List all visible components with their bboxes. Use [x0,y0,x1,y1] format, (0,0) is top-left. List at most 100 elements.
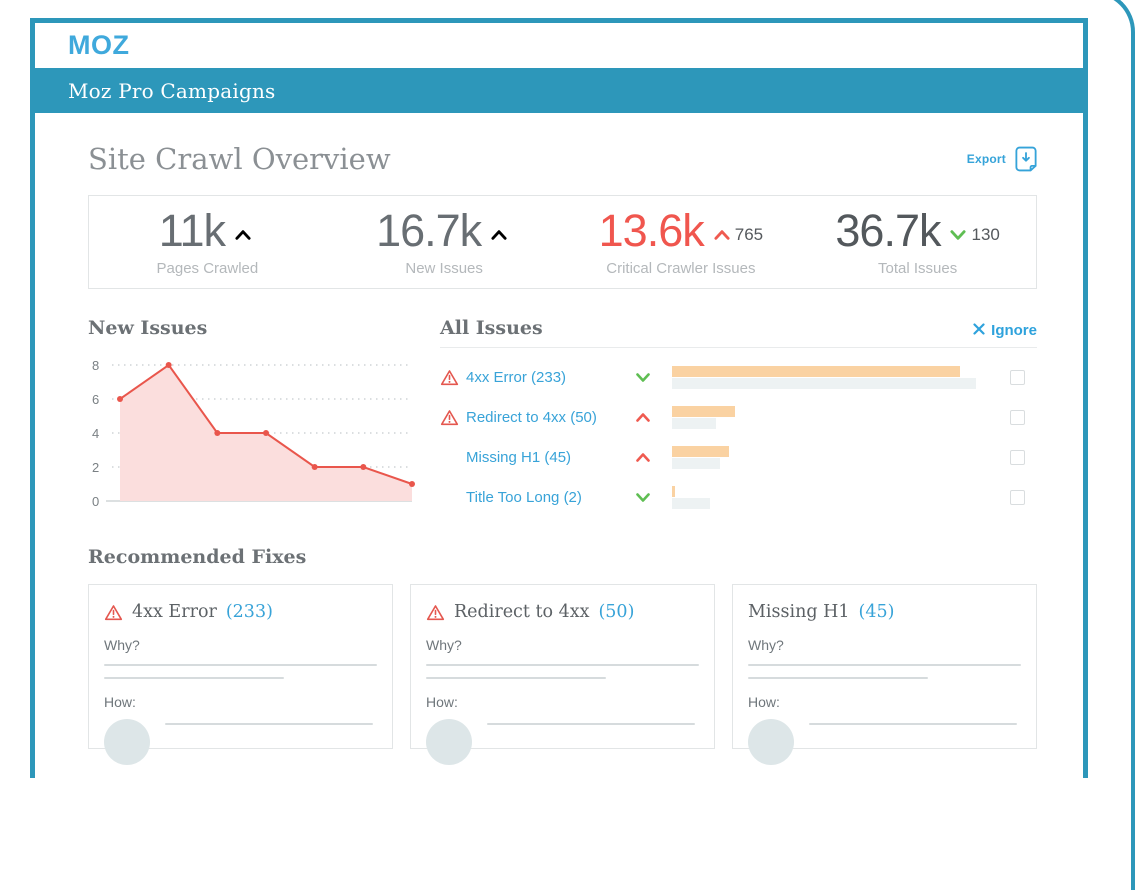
issue-bars [672,365,997,389]
export-download-icon [1015,146,1037,172]
issue-link[interactable]: 4xx Error (233) [466,368,567,386]
issue-bar-current [672,485,676,497]
issue-trend [636,412,672,422]
why-label: Why? [426,637,462,653]
trend-chevron-icon [636,452,650,462]
avatar-circle [426,719,472,765]
issue-bars [672,485,997,509]
issue-rows: 4xx Error (233) Redirect to 4xx (50) Mis… [440,357,1037,517]
overview-columns: New Issues 0 2 4 6 8 All Issues Ignore [88,317,1037,526]
stat-trend [491,230,512,240]
svg-text:2: 2 [92,460,99,475]
trend-chevron-icon [491,230,507,240]
how-label: How: [104,694,136,710]
fix-card-header: 4xx Error (233) [104,602,377,622]
how-body [426,719,699,765]
issue-row: Redirect to 4xx (50) [440,397,1037,437]
fix-count-link[interactable]: (50) [598,602,635,622]
trend-chevron-icon [636,372,650,382]
issue-checkbox[interactable] [1009,449,1025,465]
stat: 13.6k 765 Critical Crawler Issues [563,208,800,277]
stat-label: Pages Crawled [156,259,259,277]
placeholder-line [487,723,695,725]
trend-delta: 765 [734,225,764,244]
why-label: Why? [104,637,140,653]
stat-value: 11k [158,204,226,256]
app-nav-bar: Moz Pro Campaigns [35,68,1083,113]
trend-chevron-icon [636,412,650,422]
ignore-label: Ignore [991,322,1037,339]
why-label: Why? [748,637,784,653]
trend-chevron-icon [714,230,730,240]
issue-trend [636,452,672,462]
issue-bar-previous [672,457,720,469]
placeholder-line [165,723,373,725]
stat-value: 16.7k [376,204,482,256]
svg-text:0: 0 [92,494,99,509]
trend-chevron-icon [950,230,967,240]
placeholder-line [104,677,285,679]
how-body [104,719,377,765]
new-issues-chart: 0 2 4 6 8 [88,349,440,526]
how-body [748,719,1021,765]
stat-trend: 765 [714,225,763,245]
all-issues-header: All Issues Ignore [440,317,1037,339]
stat-label: New Issues [405,259,483,277]
stat-trend [235,230,256,240]
fix-cards: 4xx Error (233) Why? How: Redirect to 4x… [88,584,1037,765]
trend-chevron-icon [636,492,650,502]
fix-count-link[interactable]: (233) [225,602,273,622]
issue-bar-current [672,405,736,417]
how-label: How: [426,694,458,710]
avatar-circle [104,719,150,765]
issue-bar-previous [672,497,711,509]
svg-text:8: 8 [92,358,99,373]
trend-chevron-icon [235,230,251,240]
issue-checkbox[interactable] [1009,489,1025,505]
export-button[interactable]: Export [967,146,1037,172]
issue-link[interactable]: Redirect to 4xx (50) [466,408,597,426]
recommended-fixes-section: Recommended Fixes 4xx Error (233) Why? H… [88,546,1037,765]
page-header: Site Crawl Overview Export [88,135,1037,183]
warning-icon [440,409,466,426]
warning-icon [104,604,123,621]
ignore-button[interactable]: Ignore [973,322,1037,339]
export-label: Export [966,152,1006,166]
all-issues-section: All Issues Ignore 4xx Error (233) [440,317,1037,526]
warning-icon [440,369,466,386]
moz-logo[interactable]: MOZ [68,30,130,60]
placeholder-line [104,664,377,666]
issue-row: 4xx Error (233) [440,357,1037,397]
how-label: How: [748,694,780,710]
stat: 11k Pages Crawled [89,208,326,277]
issue-link[interactable]: Missing H1 (45) [466,448,572,466]
fix-title: Missing H1 [748,602,850,622]
stats-panel: 11k Pages Crawled 16.7k New Issues 13.6k… [88,195,1037,289]
issue-trend [636,492,672,502]
issue-bars [672,405,997,429]
fix-card: 4xx Error (233) Why? How: [88,584,393,765]
issue-checkbox[interactable] [1009,369,1025,385]
placeholder-line [426,677,607,679]
issue-row: Missing H1 (45) [440,437,1037,477]
issue-checkbox[interactable] [1009,409,1025,425]
fix-card-header: Redirect to 4xx (50) [426,602,699,622]
fix-count-link[interactable]: (45) [858,602,895,622]
logo-bar: MOZ [35,23,1083,68]
placeholder-line [809,723,1017,725]
issue-trend [636,372,672,382]
fix-title: 4xx Error [132,602,217,622]
nav-title: Moz Pro Campaigns [68,78,276,103]
fix-title: Redirect to 4xx [454,602,590,622]
all-issues-heading: All Issues [440,317,543,339]
fix-card: Missing H1 (45) Why? How: [732,584,1037,765]
trend-delta: 130 [971,225,1000,244]
issue-bar-current [672,445,730,457]
page-title: Site Crawl Overview [88,142,391,176]
fix-card-header: Missing H1 (45) [748,602,1021,622]
avatar-circle [748,719,794,765]
fix-card: Redirect to 4xx (50) Why? How: [410,584,715,765]
issue-bar-previous [672,377,977,389]
issue-bar-current [672,365,961,377]
issue-link[interactable]: Title Too Long (2) [466,488,582,506]
